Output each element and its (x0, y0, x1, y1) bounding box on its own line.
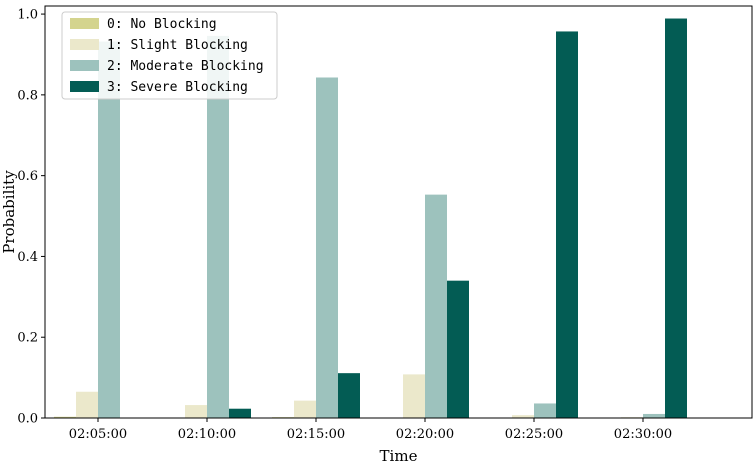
bar-2-02:05:00 (98, 41, 120, 419)
legend-box (61, 11, 278, 100)
x-tick-label: 02:05:00 (69, 427, 127, 442)
y-tick-label: 1.0 (17, 8, 38, 23)
bar-0-02:05:00 (54, 416, 76, 418)
bar-2-02:10:00 (207, 35, 229, 418)
y-tick-label: 0.6 (17, 169, 38, 184)
x-axis-ticks: 02:05:00 02:10:00 02:15:00 02:20:00 02:25:00… (69, 418, 672, 442)
y-axis-label: Probability (0, 170, 18, 254)
y-tick-label: 0.0 (17, 412, 38, 427)
bar-3-02:20:00 (447, 280, 469, 418)
legend-label: 2: Moderate Blocking (107, 59, 264, 74)
bar-3-02:25:00 (556, 31, 578, 418)
bar-1-02:25:00 (512, 415, 534, 418)
bar-1-02:10:00 (185, 405, 207, 418)
bar-3-02:15:00 (338, 373, 360, 418)
x-tick-label: 02:20:00 (396, 427, 454, 442)
legend: 0: No Blocking 1: Slight Blocking 2: Moder… (61, 11, 278, 100)
x-tick-label: 02:30:00 (614, 427, 672, 442)
bar-2-02:20:00 (425, 194, 447, 418)
bars-layer (54, 18, 687, 419)
plot-area-frame (44, 5, 753, 419)
bar-2-02:25:00 (534, 403, 556, 418)
legend-swatch (70, 81, 99, 92)
legend-label: 1: Slight Blocking (107, 38, 248, 53)
legend-label: 3: Severe Blocking (107, 80, 248, 95)
legend-label: 0: No Blocking (107, 17, 217, 32)
legend-swatch (70, 60, 99, 71)
bar-3-02:30:00 (665, 18, 687, 419)
x-tick-label: 02:10:00 (178, 427, 236, 442)
bar-2-02:15:00 (316, 77, 338, 419)
bar-2-02:30:00 (643, 413, 665, 418)
legend-swatch (70, 39, 99, 50)
bar-1-02:15:00 (294, 400, 316, 418)
x-tick-label: 02:15:00 (287, 427, 345, 442)
y-tick-label: 0.4 (17, 250, 38, 265)
bar-1-02:20:00 (403, 374, 425, 418)
y-tick-label: 0.2 (17, 331, 38, 346)
y-axis-ticks: 0.0 0.2 0.4 0.6 0.8 1.0 (17, 8, 45, 427)
x-axis-label: Time (380, 447, 418, 464)
legend-swatch (70, 18, 99, 29)
y-tick-label: 0.8 (17, 88, 38, 103)
bar-3-02:10:00 (229, 408, 251, 418)
bar-1-02:05:00 (76, 391, 98, 418)
x-tick-label: 02:25:00 (505, 427, 563, 442)
